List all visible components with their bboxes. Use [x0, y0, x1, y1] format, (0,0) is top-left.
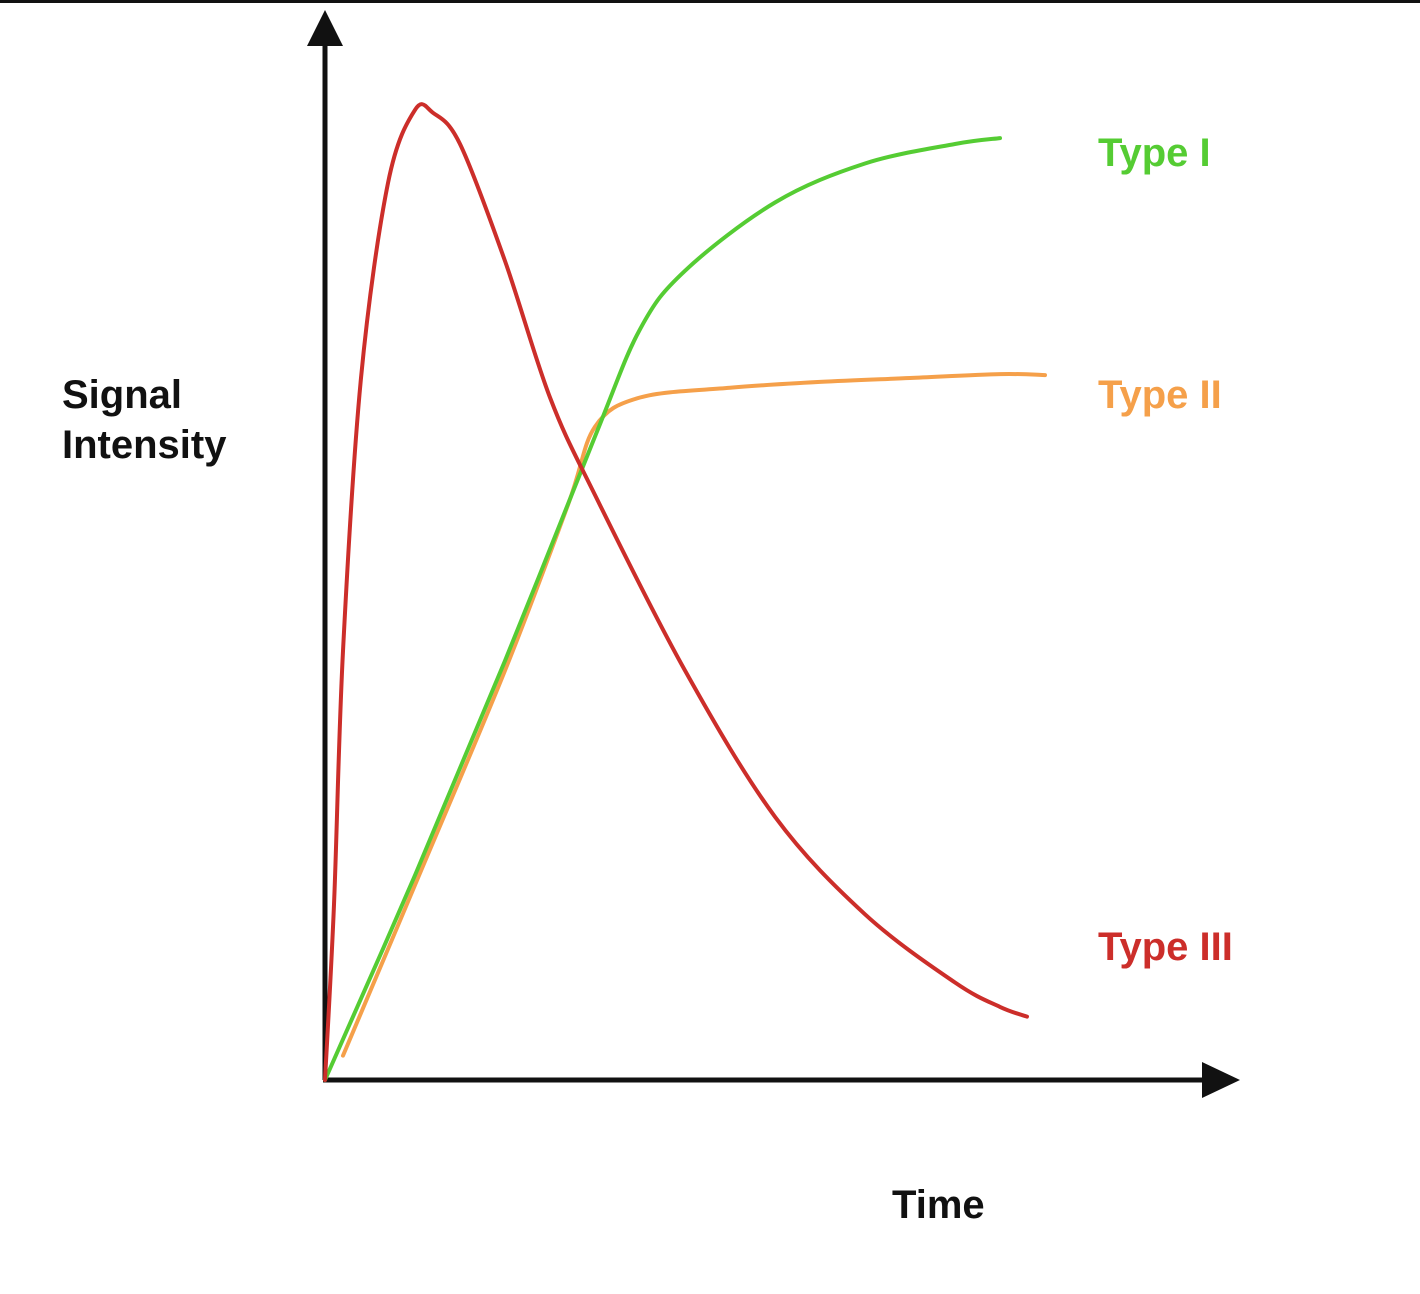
x-axis-label: Time: [892, 1183, 985, 1227]
series-label-type-iii: Type III: [1098, 925, 1233, 969]
series-label-type-ii: Type II: [1098, 373, 1222, 417]
series-line-type-ii: [341, 371, 1047, 1058]
y-axis-label-line-1: Signal: [62, 373, 182, 417]
top-border: [0, 0, 1420, 3]
series-line-type-i: [323, 136, 1002, 1082]
x-axis-arrow: [1202, 1062, 1240, 1098]
axes: [307, 10, 1240, 1098]
series-line-type-iii: [323, 102, 1029, 1082]
series-label-type-i: Type I: [1098, 131, 1211, 175]
series-lines: [323, 102, 1047, 1082]
y-axis-label-line-2: Intensity: [62, 423, 227, 467]
y-axis-arrow: [307, 10, 343, 46]
